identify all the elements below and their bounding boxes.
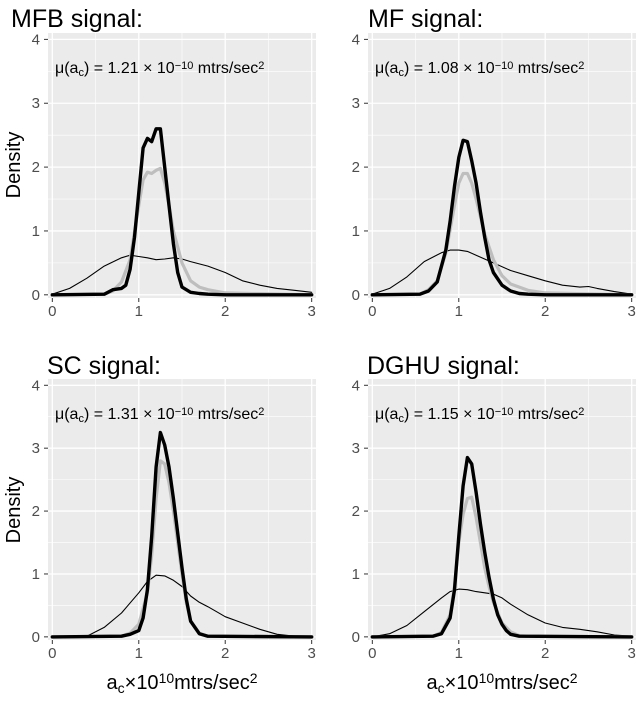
annotation-mu: μ(a [55, 60, 79, 77]
panel-title: MFB signal: [11, 5, 143, 33]
x-tick-label: 3 [628, 303, 636, 320]
x-tick-label: 3 [308, 303, 316, 320]
xlabel-ten: 10 [456, 672, 478, 694]
y-tick-label: 3 [352, 440, 360, 457]
annotation-exponent: −10 [175, 406, 194, 418]
mean-annotation: μ(ac) = 1.08 × 10−10 mtrs/sec2 [375, 60, 584, 79]
x-tick-label: 2 [541, 303, 549, 320]
annotation-exponent: −10 [495, 406, 514, 418]
annotation-subscript: c [78, 67, 84, 79]
y-tick-label: 0 [32, 287, 40, 304]
annotation-subscript: c [398, 67, 404, 79]
density-label-bottom: Density [3, 477, 25, 544]
xlabel-base: a [427, 672, 439, 694]
y-tick-label: 4 [352, 31, 360, 48]
x-tick-label: 3 [628, 645, 636, 662]
panel-4: DGHU signal: 0 1 2 3 0 1 2 3 4 μ(ac) = 1.15 × 10−1… [352, 352, 636, 662]
panel-title: DGHU signal: [367, 352, 520, 380]
series-grey-line [50, 166, 314, 297]
y-tick-label: 1 [32, 566, 40, 583]
y-tick-label: 4 [32, 377, 40, 394]
annotation-exponent: −10 [175, 60, 194, 72]
x-tick-label: 1 [135, 303, 143, 320]
annotation-subscript: c [398, 413, 404, 425]
x-tick-label: 0 [48, 645, 56, 662]
xlabel-exponent: 10 [479, 670, 495, 686]
annotation-unit: mtrs/sec [513, 406, 578, 423]
mean-annotation: μ(ac) = 1.21 × 10−10 mtrs/sec2 [55, 60, 264, 79]
x-tick-label: 2 [221, 645, 229, 662]
annotation-unit-exponent: 2 [258, 60, 264, 72]
density-label-top: Density [3, 132, 25, 199]
xlabel-unit: mtrs/sec [494, 672, 570, 694]
xlabel-unit-exponent: 2 [570, 670, 578, 686]
panel-title: MF signal: [368, 5, 483, 33]
y-tick-label: 2 [352, 159, 360, 176]
y-tick-label: 1 [352, 223, 360, 240]
xlabel-exponent: 10 [159, 670, 175, 686]
x-tick-label: 3 [308, 645, 316, 662]
annotation-mu: μ(a [375, 60, 399, 77]
x-tick-label: 0 [48, 303, 56, 320]
x-tick-label: 0 [368, 645, 376, 662]
annotation-value: ) = 1.08 × 10 [404, 60, 495, 77]
x-tick-label: 2 [221, 303, 229, 320]
annotation-value: ) = 1.15 × 10 [404, 406, 495, 423]
series-thick-line [370, 455, 634, 639]
panel-title: SC signal: [47, 352, 161, 380]
y-tick-label: 0 [32, 629, 40, 646]
y-tick-label: 3 [32, 440, 40, 457]
y-tick-label: 2 [32, 159, 40, 176]
y-tick-label: 4 [32, 31, 40, 48]
panel-2: MF signal: 0 1 2 3 0 1 2 3 4 μ(ac) = 1.08 × 10−10 … [352, 5, 636, 320]
y-tick-label: 0 [352, 629, 360, 646]
mean-annotation: μ(ac) = 1.31 × 10−10 mtrs/sec2 [55, 406, 264, 425]
x-axis-label-left: ac×1010mtrs/sec2 [107, 670, 258, 695]
xlabel-base: a [107, 672, 119, 694]
xlabel-unit-exponent: 2 [250, 670, 258, 686]
y-tick-label: 2 [32, 503, 40, 520]
x-tick-label: 0 [368, 303, 376, 320]
series-thick-line [50, 127, 314, 297]
x-tick-label: 1 [455, 303, 463, 320]
series-thin-line [371, 588, 633, 638]
annotation-unit-exponent: 2 [578, 406, 584, 418]
xlabel-subscript: c [438, 680, 445, 696]
xlabel-subscript: c [118, 680, 125, 696]
annotation-value: ) = 1.21 × 10 [84, 60, 175, 77]
annotation-subscript: c [78, 413, 84, 425]
annotation-value: ) = 1.31 × 10 [84, 406, 175, 423]
mean-annotation: μ(ac) = 1.15 × 10−10 mtrs/sec2 [375, 406, 584, 425]
annotation-mu: μ(a [375, 406, 399, 423]
y-tick-label: 2 [352, 503, 360, 520]
xlabel-times: × [125, 672, 137, 694]
panel-1: MFB signal: 0 1 2 3 0 1 2 3 4 μ(ac) = 1.21 × 10−10… [11, 5, 316, 320]
x-tick-label: 1 [135, 645, 143, 662]
y-tick-label: 0 [352, 287, 360, 304]
y-tick-label: 1 [32, 223, 40, 240]
xlabel-ten: 10 [136, 672, 158, 694]
x-axis-label-right: ac×1010mtrs/sec2 [427, 670, 578, 695]
series-thick-line [50, 430, 314, 639]
annotation-unit: mtrs/sec [193, 60, 258, 77]
x-tick-label: 1 [455, 645, 463, 662]
y-tick-label: 4 [352, 377, 360, 394]
y-tick-label: 3 [32, 95, 40, 112]
x-tick-label: 2 [541, 645, 549, 662]
xlabel-times: × [445, 672, 457, 694]
annotation-unit: mtrs/sec [513, 60, 578, 77]
annotation-unit: mtrs/sec [193, 406, 258, 423]
y-tick-label: 3 [352, 95, 360, 112]
xlabel-unit: mtrs/sec [174, 672, 250, 694]
annotation-exponent: −10 [495, 60, 514, 72]
y-tick-label: 1 [352, 566, 360, 583]
series-thin-line [51, 254, 313, 295]
panel-3: SC signal: 0 1 2 3 0 1 2 3 4 μ(ac) = 1.31 × 10−10 … [32, 352, 316, 662]
annotation-unit-exponent: 2 [258, 406, 264, 418]
annotation-mu: μ(a [55, 406, 79, 423]
series-thick-line [370, 138, 634, 297]
annotation-unit-exponent: 2 [578, 60, 584, 72]
